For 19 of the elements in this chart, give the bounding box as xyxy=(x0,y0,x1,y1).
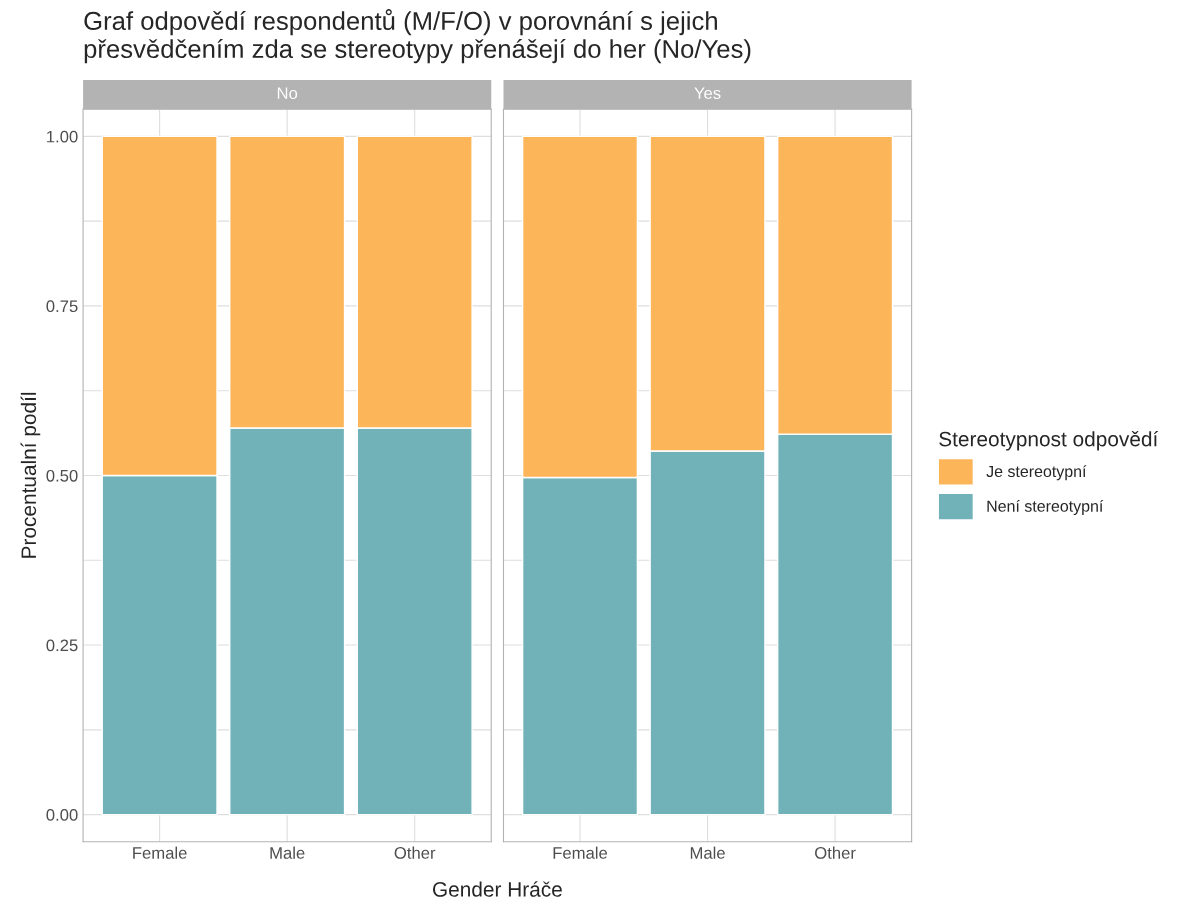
x-tick-label: Male xyxy=(690,846,725,859)
legend-title: Stereotypnost odpovědí xyxy=(939,430,1159,451)
y-tick-label: 0.50 xyxy=(46,469,78,482)
y-tick-label: 0.75 xyxy=(46,300,78,313)
chart-subtitle: Yes xyxy=(694,87,721,100)
legend-label: Není stereotypní xyxy=(987,499,1104,515)
y-tick-label: 0.25 xyxy=(46,639,78,652)
y-axis-title: Procentualní podíl xyxy=(20,392,41,558)
x-axis-title: Gender Hráče xyxy=(432,881,562,897)
legend-label: Je stereotypní xyxy=(986,465,1087,481)
y-tick-label: 1.00 xyxy=(47,130,78,143)
x-tick-label: Male xyxy=(270,846,305,859)
chart-subtitle: No xyxy=(277,87,298,100)
x-tick-label: Other xyxy=(815,846,856,859)
x-tick-label: Female xyxy=(133,846,187,859)
chart-title: Graf odpovědí respondentů (M/F/O) v porovnání s jejich přesvědčením zda se stereotypy přenášejí do her (No/Yes) xyxy=(84,9,751,64)
y-tick-label: 0.00 xyxy=(46,809,78,821)
x-tick-label: Female xyxy=(553,846,608,859)
x-tick-label: Other xyxy=(394,846,436,859)
